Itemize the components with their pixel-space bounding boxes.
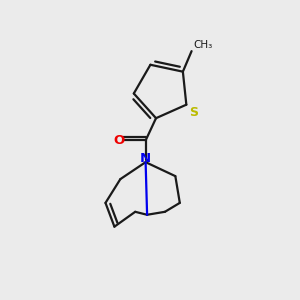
Text: N: N bbox=[140, 152, 151, 165]
Text: CH₃: CH₃ bbox=[194, 40, 213, 50]
Text: S: S bbox=[189, 106, 198, 119]
Text: O: O bbox=[113, 134, 124, 147]
